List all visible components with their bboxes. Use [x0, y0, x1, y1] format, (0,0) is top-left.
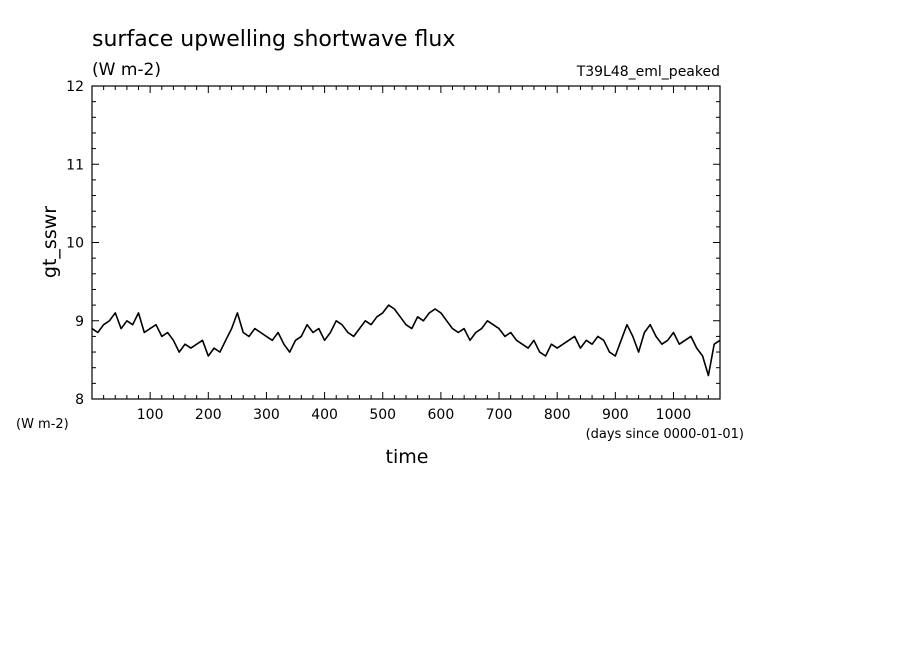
- x-tick-label: 500: [369, 407, 396, 423]
- y-tick-label: 10: [66, 236, 84, 252]
- x-axis-label: time: [386, 446, 429, 468]
- experiment-label: T39L48_eml_peaked: [576, 64, 720, 80]
- x-tick-label: 100: [137, 407, 164, 423]
- y-tick-label: 8: [75, 392, 84, 408]
- x-tick-label: 1000: [656, 407, 692, 423]
- x-tick-label: 700: [486, 407, 513, 423]
- x-axis-units: (days since 0000-01-01): [586, 427, 744, 442]
- x-tick-label: 600: [428, 407, 455, 423]
- x-tick-label: 300: [253, 407, 280, 423]
- y-tick-label: 12: [66, 79, 84, 95]
- y-tick-label: 9: [75, 314, 84, 330]
- axis-ticks: [92, 86, 720, 399]
- x-tick-labels: 100 200 300 400 500 600 700 800 900 1000: [137, 407, 692, 423]
- plot-frame: [91, 85, 721, 400]
- y-tick-label: 11: [66, 157, 84, 173]
- chart-title: surface upwelling shortwave flux: [92, 27, 455, 52]
- x-tick-label: 400: [311, 407, 338, 423]
- series-line: [91, 304, 721, 377]
- y-tick-labels: 8 9 10 11 12: [66, 79, 84, 408]
- y-axis-units: (W m-2): [16, 417, 69, 432]
- x-tick-label: 800: [544, 407, 571, 423]
- chart-units: (W m-2): [92, 60, 161, 80]
- x-tick-label: 200: [195, 407, 222, 423]
- x-tick-label: 900: [602, 407, 629, 423]
- y-axis-label: gt_sswr: [39, 206, 61, 278]
